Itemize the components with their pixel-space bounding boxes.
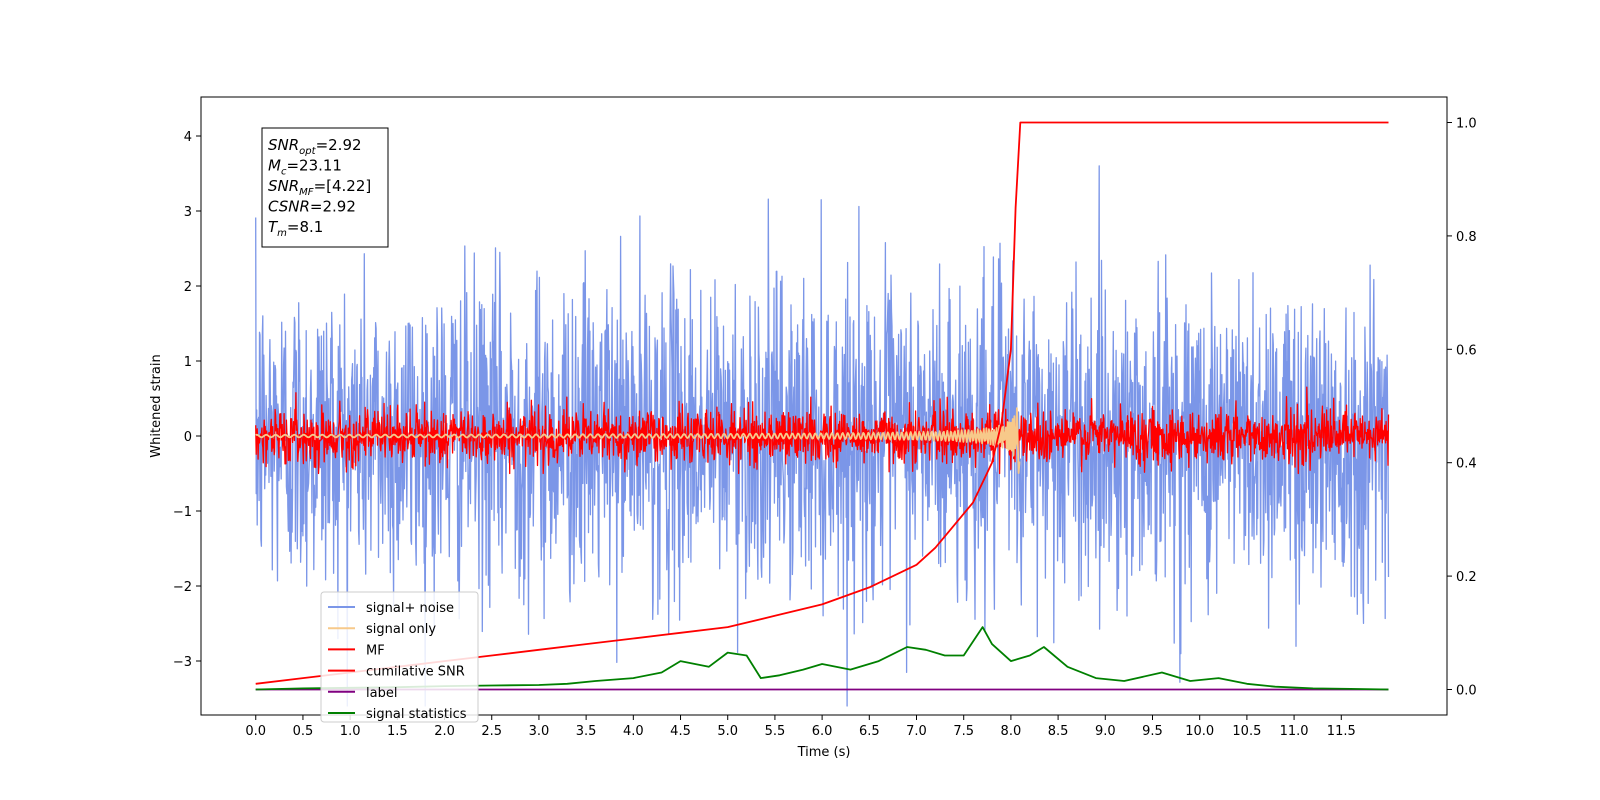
x-tick-label: 1.5 <box>387 724 408 739</box>
x-tick-label: 5.5 <box>765 724 786 739</box>
y-tick-label-left: 2 <box>184 280 192 295</box>
legend-label: MF <box>366 643 385 658</box>
annotation-line: CSNR=2.92 <box>268 198 356 216</box>
x-tick-label: 8.0 <box>1001 724 1022 739</box>
x-tick-label: 7.0 <box>906 724 927 739</box>
y-tick-label-left: −2 <box>173 580 192 595</box>
x-tick-label: 11.5 <box>1327 724 1356 739</box>
annotation-line: SNRMF=[4.22] <box>268 177 371 198</box>
y-tick-label-right: 0.6 <box>1456 343 1477 358</box>
legend-label: label <box>366 686 397 701</box>
x-tick-label: 6.0 <box>812 724 833 739</box>
legend-label: cumilative SNR <box>366 665 465 680</box>
x-tick-label: 6.5 <box>859 724 880 739</box>
x-tick-label: 10.5 <box>1232 724 1261 739</box>
annotation-line: Mc=23.11 <box>268 157 342 178</box>
annotation-line: Tm=8.1 <box>268 218 323 239</box>
plot-frame <box>200 96 1448 716</box>
x-tick-label: 3.0 <box>529 724 550 739</box>
x-tick-label: 0.5 <box>293 724 314 739</box>
y-tick-label-left: −3 <box>173 655 192 670</box>
y-tick-label-left: −1 <box>173 505 192 520</box>
x-tick-label: 7.5 <box>953 724 974 739</box>
annotation-box: SNRopt=2.92Mc=23.11SNRMF=[4.22]CSNR=2.92… <box>261 127 389 248</box>
x-tick-label: 9.5 <box>1142 724 1163 739</box>
series-line-mf <box>255 386 1390 475</box>
annotation-line: SNRopt=2.92 <box>268 136 362 157</box>
legend-label: signal only <box>366 622 436 637</box>
x-tick-label: 2.0 <box>434 724 455 739</box>
legend-label: signal statistics <box>366 707 467 722</box>
x-tick-label: 11.0 <box>1280 724 1309 739</box>
x-tick-label: 9.0 <box>1095 724 1116 739</box>
y-tick-label-right: 0.8 <box>1456 230 1477 245</box>
x-tick-label: 1.0 <box>340 724 361 739</box>
x-tick-label: 0.0 <box>245 724 266 739</box>
x-tick-label: 3.5 <box>576 724 597 739</box>
y-tick-label-right: 0.2 <box>1456 570 1477 585</box>
x-tick-label: 5.0 <box>717 724 738 739</box>
y-tick-label-left: 4 <box>184 130 192 145</box>
series-line-signal-noise <box>255 165 1390 707</box>
x-tick-label: 2.5 <box>481 724 502 739</box>
legend: signal+ noise signal only MF cumilative SNR… <box>320 591 479 723</box>
y-tick-label-left: 1 <box>184 355 192 370</box>
x-tick-label: 10.0 <box>1185 724 1214 739</box>
series-line-signal-only <box>255 407 1021 474</box>
x-tick-label: 4.5 <box>670 724 691 739</box>
series-line-signal-statistics <box>255 626 1389 691</box>
y-axis-label: Whitened strain <box>149 354 164 457</box>
x-tick-label: 4.0 <box>623 724 644 739</box>
x-tick-label: 8.5 <box>1048 724 1069 739</box>
y-tick-label-right: 0.4 <box>1456 457 1477 472</box>
x-axis-label: Time (s) <box>797 745 851 760</box>
legend-label: signal+ noise <box>366 601 454 616</box>
y-tick-label-left: 0 <box>184 430 192 445</box>
y-tick-label-right: 0.0 <box>1456 683 1477 698</box>
y-tick-label-right: 1.0 <box>1456 117 1477 132</box>
y-tick-label-left: 3 <box>184 205 192 220</box>
